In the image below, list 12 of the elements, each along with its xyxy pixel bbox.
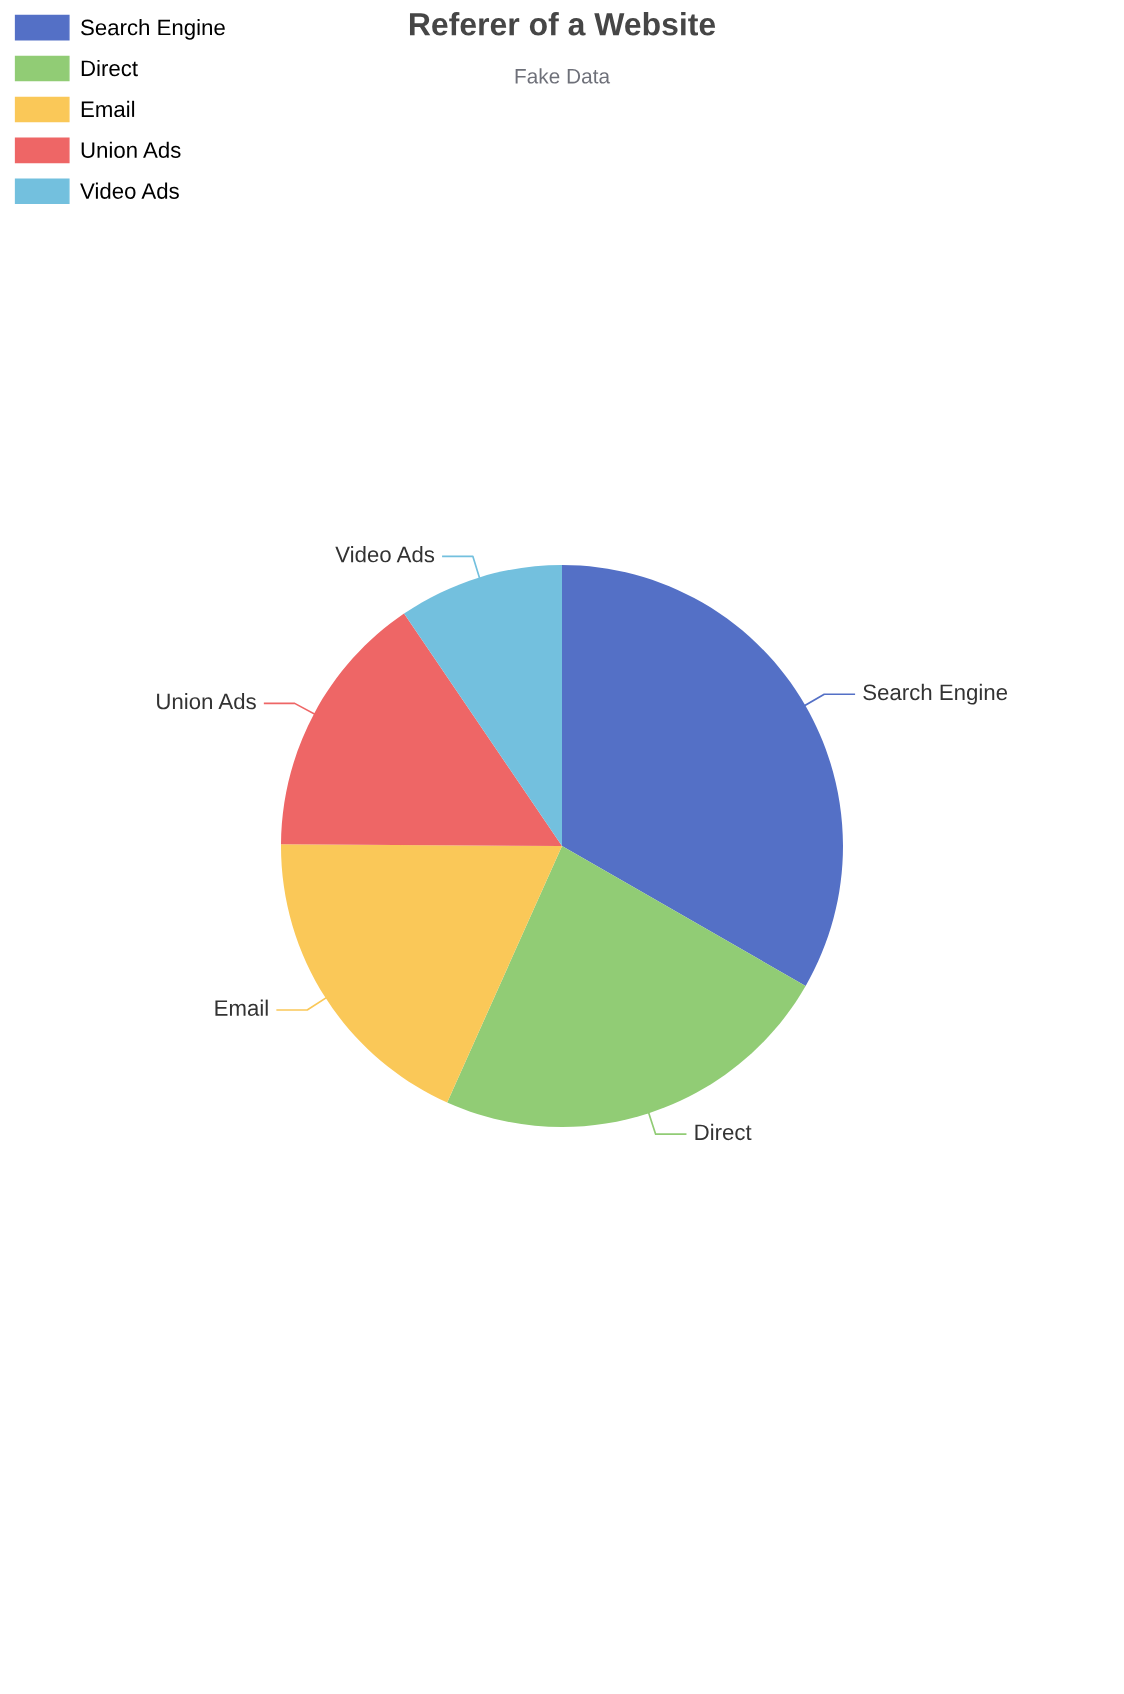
legend-label: Union Ads [81, 141, 181, 158]
text: Fake Data [515, 68, 611, 84]
legend-label: Video Ads [80, 182, 179, 199]
slice-label: Search Engine [863, 683, 1008, 705]
slice-label: Union Ads [157, 693, 256, 710]
slice-label: Email [215, 999, 268, 1016]
legend-label: Search Engine [81, 19, 225, 40]
legend-label: Direct [81, 59, 138, 77]
slice-label: Video Ads [335, 546, 435, 563]
legend-label: Email [81, 100, 135, 118]
chart-title: Referer of a Website [409, 12, 716, 36]
slice-label: Direct [695, 1123, 752, 1141]
